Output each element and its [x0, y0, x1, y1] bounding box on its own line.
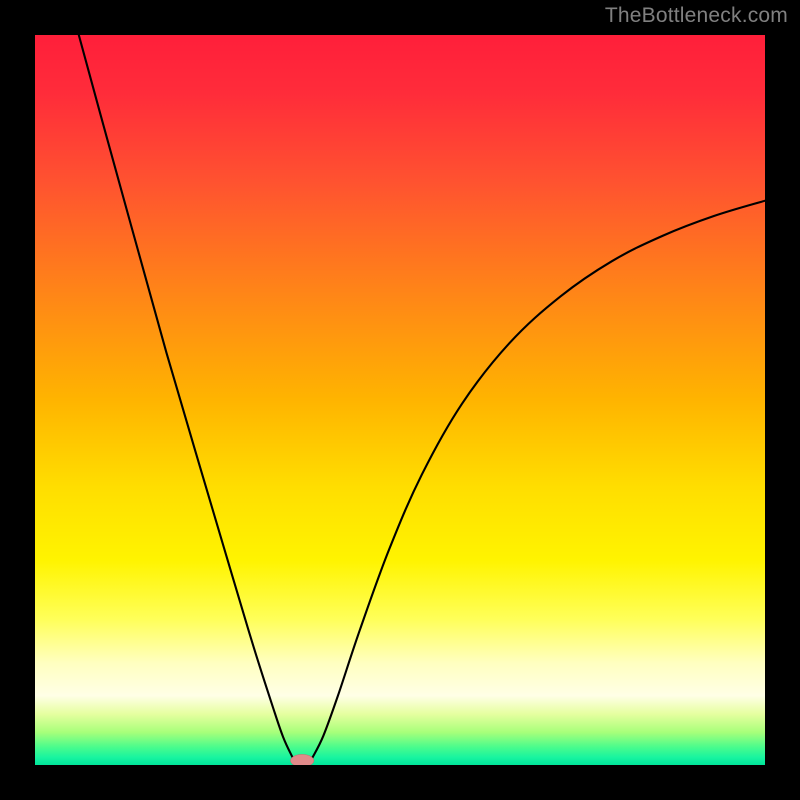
bottleneck-curve-chart [35, 35, 765, 765]
watermark-text: TheBottleneck.com [605, 4, 788, 28]
gradient-background [35, 35, 765, 765]
plot-area [35, 35, 765, 765]
optimum-marker [291, 754, 314, 765]
chart-outer-frame: TheBottleneck.com [0, 0, 800, 800]
